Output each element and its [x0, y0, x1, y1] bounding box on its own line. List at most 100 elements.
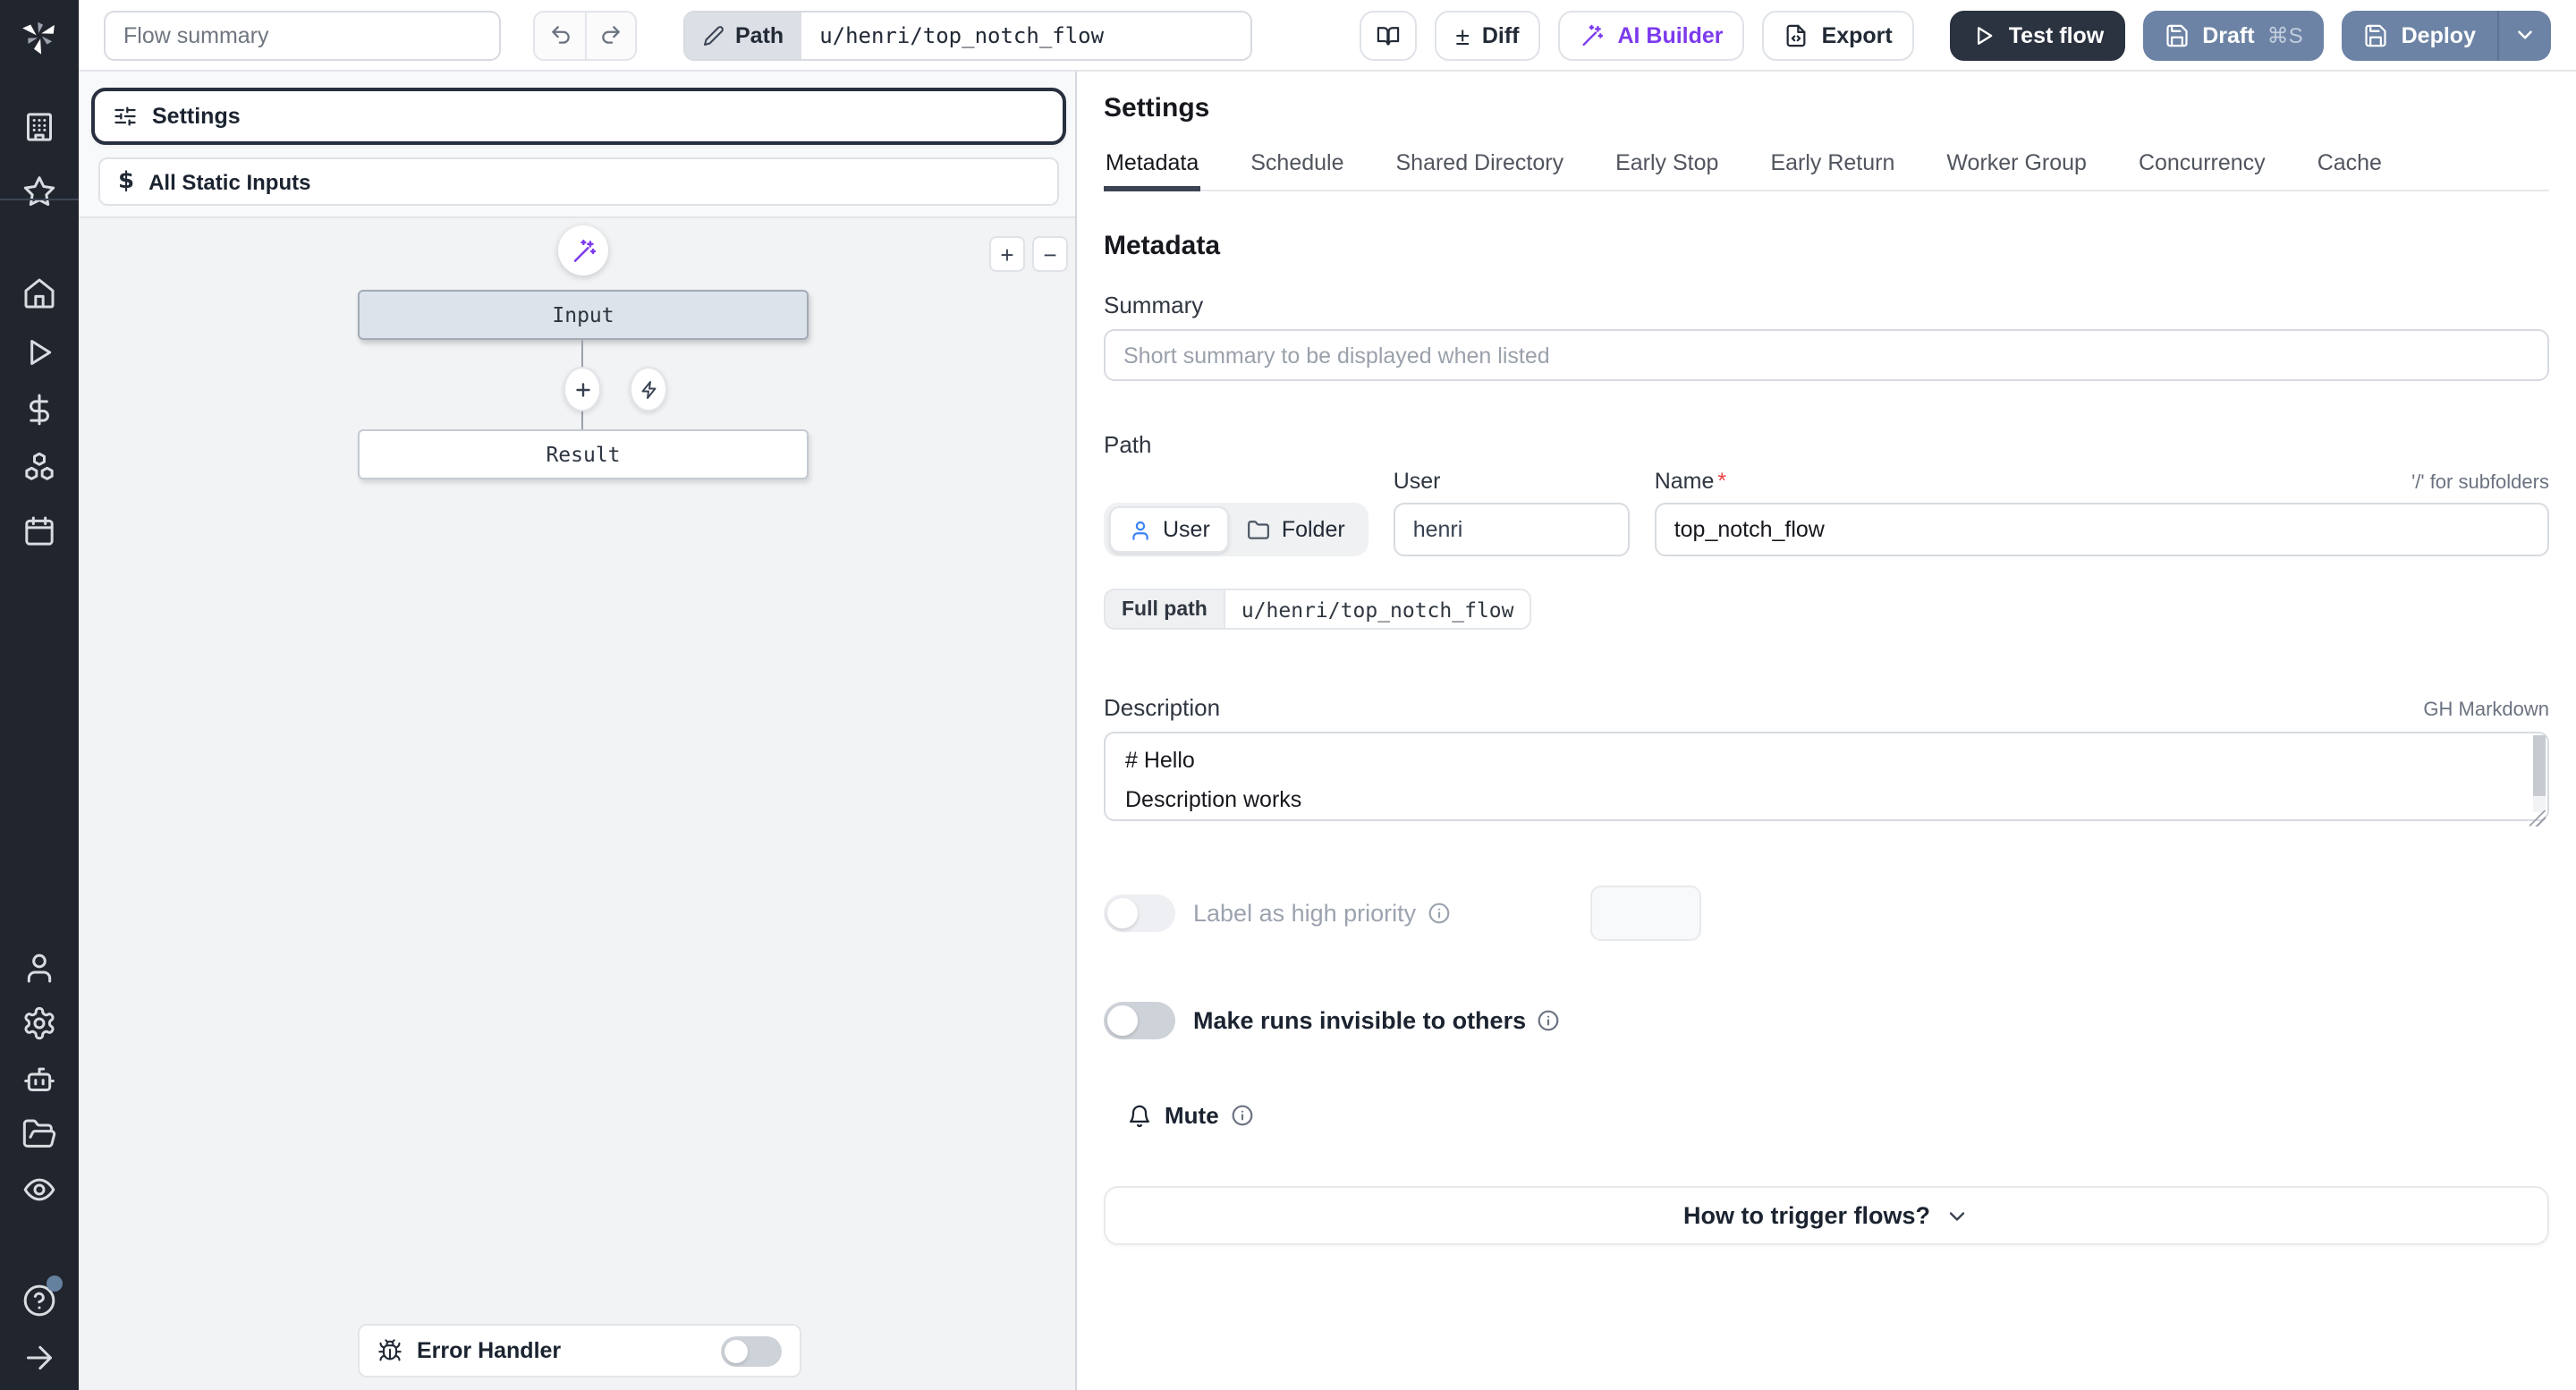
- tab-early-return[interactable]: Early Return: [1770, 150, 1895, 175]
- owner-kind-folder-button[interactable]: Folder: [1230, 506, 1363, 553]
- bell-icon: [1129, 1104, 1150, 1127]
- tab-schedule[interactable]: Schedule: [1250, 150, 1344, 175]
- tab-concurrency[interactable]: Concurrency: [2138, 150, 2266, 175]
- tab-worker-group[interactable]: Worker Group: [1946, 150, 2087, 175]
- high-priority-toggle[interactable]: [1104, 894, 1175, 932]
- sidebar: [0, 0, 79, 1390]
- high-priority-label-text: Label as high priority: [1193, 900, 1417, 927]
- undo-button[interactable]: [535, 12, 585, 58]
- name-label-text: Name: [1654, 469, 1715, 494]
- magic-wand-icon: [1582, 23, 1604, 46]
- all-static-inputs-card[interactable]: $ All Static Inputs: [98, 157, 1059, 206]
- tab-cache[interactable]: Cache: [2317, 150, 2382, 175]
- path-badge-label: Path: [735, 22, 784, 47]
- deploy-button[interactable]: Deploy: [2342, 10, 2497, 60]
- file-export-icon: [1787, 23, 1807, 47]
- home-icon[interactable]: [21, 275, 57, 311]
- how-to-trigger-flows-expander[interactable]: How to trigger flows?: [1104, 1186, 2549, 1245]
- redo-button[interactable]: [585, 12, 635, 58]
- add-trigger-button[interactable]: [630, 367, 667, 411]
- variables-dollar-icon[interactable]: [21, 392, 57, 428]
- zoom-in-button[interactable]: +: [989, 236, 1025, 272]
- windmill-logo[interactable]: [0, 0, 79, 72]
- owner-kind-user-button[interactable]: User: [1109, 506, 1230, 553]
- path-badge[interactable]: Path: [685, 12, 802, 58]
- invisible-runs-label-text: Make runs invisible to others: [1193, 1007, 1527, 1034]
- help-icon[interactable]: [21, 1276, 63, 1318]
- export-button[interactable]: Export: [1762, 10, 1914, 60]
- test-flow-button[interactable]: Test flow: [1949, 10, 2126, 60]
- all-static-inputs-label: All Static Inputs: [148, 169, 311, 194]
- subfolders-hint: '/' for subfolders: [2411, 472, 2549, 494]
- add-step-button[interactable]: [564, 367, 601, 411]
- main-area: Path ± Diff AI Builder Export: [79, 0, 2576, 1390]
- magic-wand-icon: [572, 238, 596, 261]
- description-scrollbar[interactable]: [2533, 735, 2546, 812]
- error-handler-toggle[interactable]: [721, 1335, 782, 1366]
- runs-play-icon[interactable]: [21, 335, 57, 370]
- tab-shared-directory[interactable]: Shared Directory: [1395, 150, 1564, 175]
- undo-icon: [551, 26, 569, 44]
- topbar: Path ± Diff AI Builder Export: [79, 0, 2576, 72]
- info-icon: [1428, 903, 1449, 924]
- name-field-input[interactable]: [1654, 503, 2549, 556]
- input-node[interactable]: Input: [358, 290, 809, 340]
- mute-label: Mute: [1165, 1102, 1219, 1129]
- tab-metadata[interactable]: Metadata: [1104, 141, 1201, 191]
- sliders-icon: [114, 106, 136, 126]
- schedules-calendar-icon[interactable]: [21, 513, 57, 549]
- info-icon: [1538, 1010, 1559, 1031]
- lightning-bolt-icon: [640, 380, 656, 398]
- settings-gear-icon[interactable]: [21, 1005, 57, 1041]
- resources-boxes-icon[interactable]: [21, 451, 57, 487]
- result-node[interactable]: Result: [358, 429, 809, 479]
- flow-settings-card[interactable]: Settings: [91, 88, 1066, 145]
- folder-icon: [1248, 520, 1270, 538]
- flow-summary-input[interactable]: [104, 10, 501, 60]
- draft-button[interactable]: Draft ⌘S: [2143, 10, 2325, 60]
- folders-folder-icon[interactable]: [21, 1116, 57, 1152]
- flow-graph-panel: Settings $ All Static Inputs + − Input: [79, 72, 1077, 1390]
- name-label-row: Name * '/' for subfolders: [1655, 469, 2549, 503]
- docs-button[interactable]: [1359, 10, 1417, 60]
- how-to-trigger-flows-label: How to trigger flows?: [1683, 1202, 1930, 1229]
- error-handler-card[interactable]: Error Handler: [358, 1324, 801, 1377]
- diff-label: Diff: [1481, 22, 1520, 47]
- audit-logs-eye-icon[interactable]: [21, 1172, 57, 1208]
- description-label: Description: [1104, 694, 1221, 721]
- deploy-dropdown-button[interactable]: [2497, 10, 2551, 60]
- settings-panel-title: Settings: [1104, 93, 1210, 123]
- workspace-building-icon[interactable]: [21, 109, 57, 145]
- summary-input[interactable]: [1104, 329, 2549, 381]
- favorites-star-icon[interactable]: [21, 174, 57, 209]
- user-field-input[interactable]: [1393, 503, 1630, 556]
- invisible-runs-toggle[interactable]: [1104, 1002, 1175, 1039]
- plus-icon: [575, 382, 589, 396]
- redo-icon: [602, 26, 620, 44]
- resize-handle-icon[interactable]: [2529, 810, 2546, 826]
- mute-row[interactable]: Mute: [1104, 1102, 2549, 1129]
- path-composite: Path: [683, 10, 1252, 60]
- sidebar-divider: [0, 199, 79, 200]
- pencil-icon: [704, 25, 724, 45]
- metadata-heading: Metadata: [1104, 231, 1221, 261]
- owner-kind-folder-label: Folder: [1281, 517, 1345, 542]
- priority-value-box: [1589, 886, 1701, 941]
- diff-button[interactable]: ± Diff: [1434, 10, 1541, 60]
- zoom-out-button[interactable]: −: [1032, 236, 1068, 272]
- bug-icon: [378, 1339, 402, 1361]
- chevron-down-icon: [2518, 30, 2532, 39]
- expand-sidebar-arrow-icon[interactable]: [21, 1340, 57, 1376]
- full-path-value: u/henri/top_notch_flow: [1223, 589, 1532, 630]
- user-field-label: User: [1393, 469, 1441, 494]
- workers-robot-icon[interactable]: [21, 1061, 57, 1097]
- tab-early-stop[interactable]: Early Stop: [1615, 150, 1719, 175]
- description-textarea[interactable]: # Hello Description works: [1104, 732, 2549, 821]
- ai-builder-button[interactable]: AI Builder: [1558, 10, 1745, 60]
- description-scrollbar-thumb[interactable]: [2533, 735, 2546, 796]
- path-label: Path: [1104, 431, 1152, 458]
- path-input[interactable]: [801, 12, 1250, 58]
- ai-flow-wand-button[interactable]: [558, 225, 608, 275]
- users-person-icon[interactable]: [21, 950, 57, 986]
- ai-builder-label: AI Builder: [1617, 22, 1724, 47]
